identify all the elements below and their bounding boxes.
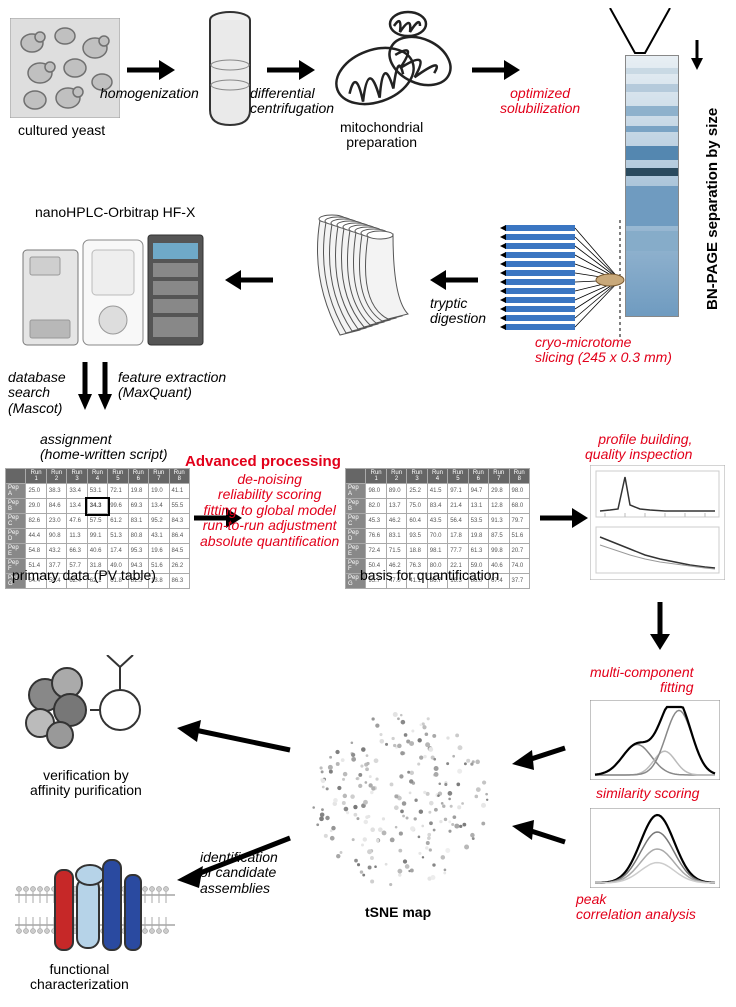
tsne-label: tSNE map: [365, 905, 431, 920]
instrument-label: nanoHPLC-Orbitrap HF-X: [35, 205, 195, 220]
differential-centrifugation-label: differential centrifugation: [250, 86, 334, 117]
advanced-processing-lines: de-noising reliability scoring fitting t…: [200, 472, 339, 549]
arrow-basis-to-profile: [538, 506, 588, 530]
gel-direction-arrow: [690, 40, 704, 70]
profile-plots-illustration: [590, 465, 725, 580]
instrument-illustration: [18, 225, 218, 355]
arrow-slices-to-tubes: [430, 268, 480, 292]
stacked-tubes-illustration: [290, 210, 430, 350]
arrow-yeast-to-tube: [125, 58, 175, 82]
arrow-tubes-to-instrument: [225, 268, 275, 292]
arrow-plots-to-tsne-1: [510, 740, 570, 770]
tryptic-digestion-label: tryptic digestion: [430, 296, 486, 327]
verification-illustration: [15, 655, 175, 765]
cultured-yeast-label: cultured yeast: [18, 123, 105, 138]
basis-table-label: basis for quantification: [360, 568, 499, 583]
homogenization-label: homogenization: [100, 86, 199, 101]
cryo-microtome-label: cryo-microtome slicing (245 x 0.3 mm): [535, 335, 672, 366]
peak-plot: [590, 808, 720, 888]
verification-label: verification by affinity purification: [30, 768, 142, 799]
identification-label: identification of candidate assemblies: [200, 850, 278, 896]
yeast-cells-illustration: [10, 18, 120, 118]
arrow-tsne-to-verify: [175, 720, 295, 760]
feature-extraction-label: feature extraction (MaxQuant): [118, 370, 226, 401]
mcfit-plot: [590, 700, 720, 780]
functional-label: functional characterization: [30, 962, 129, 993]
advanced-processing-title: Advanced processing: [185, 454, 341, 471]
arrow-mito-to-gel: [470, 58, 520, 82]
arrow-tube-to-mito: [265, 58, 315, 82]
bn-page-label: BN-PAGE separation by size: [705, 60, 722, 310]
database-search-label: database search (Mascot): [8, 370, 66, 416]
profile-building-label: profile building, quality inspection: [585, 432, 692, 463]
peak-correlation-label: peak correlation analysis: [576, 892, 696, 923]
tsne-map: [300, 700, 500, 900]
tube-illustration: [205, 10, 255, 130]
gel-funnel: [600, 8, 680, 58]
mitochondrial-preparation-label: mitochondrial preparation: [340, 120, 423, 151]
mitochondria-illustration: [330, 6, 460, 116]
assignment-label: assignment (home-written script): [40, 432, 168, 463]
arrow-plots-to-tsne-2: [510, 820, 570, 850]
multi-component-fitting-label: multi-component fitting: [590, 665, 694, 696]
similarity-scoring-label: similarity scoring: [596, 786, 699, 801]
optimized-solubilization-label: optimized solubilization: [500, 86, 580, 117]
slices-illustration: [500, 215, 640, 345]
arrow-profile-down: [648, 600, 672, 650]
functional-illustration: [15, 840, 175, 960]
double-down-arrows: [75, 362, 115, 410]
pv-table-label: primary data (PV table): [12, 568, 156, 583]
